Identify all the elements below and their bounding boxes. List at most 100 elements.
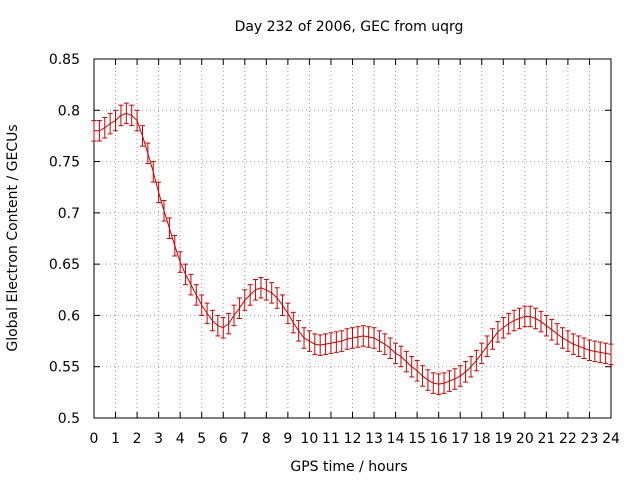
data-point xyxy=(344,328,350,350)
data-point xyxy=(576,335,582,357)
x-tick-label: 5 xyxy=(197,431,206,447)
data-point xyxy=(597,341,603,364)
data-point xyxy=(301,327,307,349)
data-point xyxy=(360,325,366,347)
data-point xyxy=(468,355,474,378)
data-point xyxy=(366,326,372,348)
x-tick-label: 17 xyxy=(451,431,469,447)
data-point xyxy=(608,343,614,366)
data-point xyxy=(231,304,237,327)
data-point xyxy=(516,307,522,330)
x-tick-label: 13 xyxy=(365,431,383,447)
data-point xyxy=(193,284,199,306)
data-point xyxy=(274,287,280,309)
data-point xyxy=(199,294,205,316)
data-point xyxy=(533,307,539,330)
data-point xyxy=(145,142,151,165)
x-tick-label: 10 xyxy=(301,431,319,447)
data-point xyxy=(113,109,119,132)
data-point xyxy=(166,217,172,239)
data-point xyxy=(463,361,469,383)
data-point xyxy=(549,319,555,341)
chart-title: Day 232 of 2006, GEC from uqrg xyxy=(235,19,464,35)
data-point xyxy=(209,309,215,332)
data-point xyxy=(446,370,452,392)
data-point xyxy=(312,333,318,355)
x-tick-label: 6 xyxy=(219,431,228,447)
x-tick-label: 0 xyxy=(90,431,99,447)
y-tick-label: 0.6 xyxy=(58,308,80,324)
data-point xyxy=(134,109,140,132)
x-tick-label: 7 xyxy=(240,431,249,447)
data-point xyxy=(387,337,393,360)
data-point xyxy=(333,331,339,353)
data-point xyxy=(452,368,458,390)
x-tick-label: 22 xyxy=(559,431,577,447)
x-tick-label: 12 xyxy=(344,431,362,447)
data-point xyxy=(139,125,145,147)
data-point xyxy=(323,333,329,355)
data-point xyxy=(592,340,598,363)
data-point xyxy=(328,332,334,354)
data-point xyxy=(253,279,259,301)
x-tick-label: 2 xyxy=(133,431,142,447)
data-point xyxy=(430,372,436,394)
data-point xyxy=(409,355,415,378)
x-tick-label: 21 xyxy=(537,431,555,447)
data-point xyxy=(490,328,496,350)
series-gec xyxy=(91,102,614,395)
x-tick-label: 18 xyxy=(473,431,491,447)
data-point xyxy=(279,294,285,316)
y-tick-label: 0.5 xyxy=(58,411,80,427)
y-axis-label: Global Electron Content / GECUs xyxy=(5,124,21,351)
data-point xyxy=(484,335,490,357)
data-point xyxy=(538,310,544,333)
x-tick-label: 8 xyxy=(262,431,271,447)
data-point xyxy=(403,350,409,373)
x-tick-label: 19 xyxy=(494,431,512,447)
data-point xyxy=(382,333,388,355)
data-point xyxy=(263,279,269,301)
data-point xyxy=(522,305,528,328)
data-point xyxy=(581,337,587,360)
data-point xyxy=(102,116,108,139)
data-point xyxy=(258,276,264,299)
data-point xyxy=(177,251,183,273)
data-point xyxy=(129,104,135,127)
data-point xyxy=(91,120,97,142)
x-tick-labels: 0 1 2 3 4 5 6 7 8 9 10 11 12 13 14 15 16 17 18 19 20 21 22 23 24 xyxy=(90,431,620,447)
y-tick-label: 0.7 xyxy=(58,206,80,222)
y-tick-label: 0.8 xyxy=(58,103,80,119)
x-tick-label: 14 xyxy=(387,431,405,447)
data-point xyxy=(317,334,323,356)
x-tick-label: 16 xyxy=(430,431,448,447)
data-point xyxy=(603,342,609,365)
y-tick-label: 0.55 xyxy=(49,360,80,376)
data-point xyxy=(220,316,226,339)
data-point xyxy=(371,327,377,349)
data-point xyxy=(527,305,533,328)
x-tick-label: 23 xyxy=(581,431,599,447)
data-point xyxy=(495,321,501,343)
data-point xyxy=(188,273,194,296)
data-point xyxy=(204,302,210,325)
data-point xyxy=(457,365,463,387)
data-point xyxy=(247,284,253,306)
x-tick-label: 4 xyxy=(176,431,185,447)
y-tick-label: 0.75 xyxy=(49,155,80,171)
data-point xyxy=(420,365,426,387)
data-point xyxy=(269,282,275,304)
data-point xyxy=(398,345,404,368)
data-point xyxy=(554,323,560,345)
x-tick-label: 15 xyxy=(408,431,426,447)
y-tick-label: 0.65 xyxy=(49,257,80,273)
data-point xyxy=(242,289,248,311)
data-point xyxy=(414,360,420,382)
x-tick-label: 1 xyxy=(111,431,120,447)
data-point xyxy=(172,234,178,257)
data-point xyxy=(161,200,167,222)
data-point xyxy=(506,312,512,335)
data-point xyxy=(285,302,291,325)
y-tick-labels: 0.5 0.55 0.6 0.65 0.7 0.75 0.8 0.85 xyxy=(49,52,80,427)
data-point xyxy=(376,330,382,352)
